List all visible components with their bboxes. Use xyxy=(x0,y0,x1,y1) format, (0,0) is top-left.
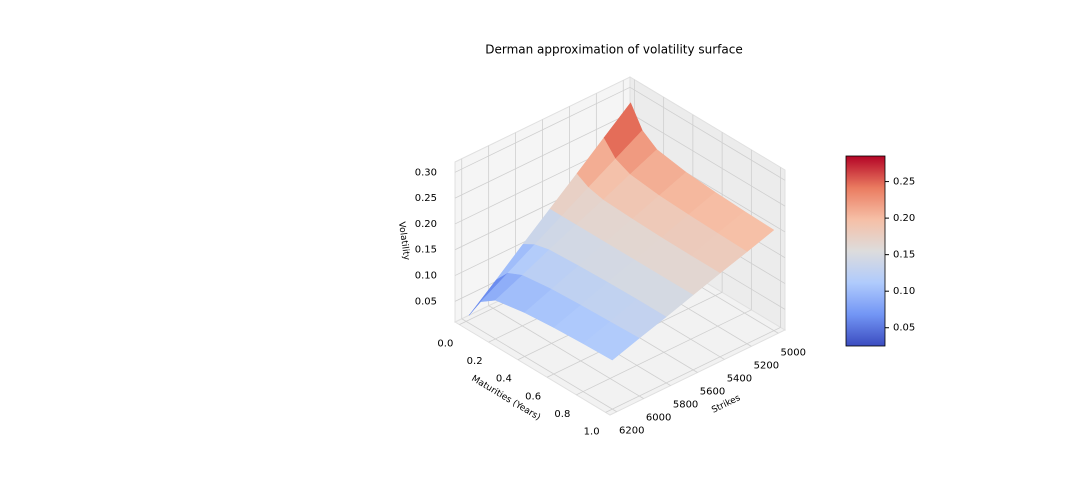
y-tick-label: 6000 xyxy=(646,413,671,424)
y-tick-label: 5000 xyxy=(781,347,806,358)
z-tick-label: 0.30 xyxy=(415,167,437,178)
z-tick-label: 0.10 xyxy=(415,271,437,282)
colorbar-tick-label: 0.25 xyxy=(893,177,915,188)
y-tick-label: 5800 xyxy=(673,400,698,411)
colorbar-tick-label: 0.15 xyxy=(893,250,915,261)
y-tick-label: 5200 xyxy=(754,360,779,371)
grid-line xyxy=(629,112,786,207)
x-tick-label: 0.6 xyxy=(525,391,541,402)
grid-line xyxy=(461,318,617,413)
colorbar-tick-label: 0.10 xyxy=(893,286,915,297)
z-tick-label: 0.25 xyxy=(415,193,437,204)
x-tick-label: 0.0 xyxy=(437,339,453,350)
y-tick-label: 5400 xyxy=(727,373,752,384)
x-tick-label: 0.4 xyxy=(496,374,512,385)
grid-line xyxy=(454,86,631,173)
x-tick-label: 0.2 xyxy=(467,356,483,367)
surface-patch xyxy=(582,321,640,361)
y-tick-label: 5600 xyxy=(700,387,725,398)
chart-title: Derman approximation of volatility surfa… xyxy=(485,43,743,57)
z-axis-label: Volatility xyxy=(396,221,411,262)
z-tick-label: 0.05 xyxy=(415,296,437,307)
grid-line xyxy=(488,305,644,399)
colorbar xyxy=(845,155,886,347)
grid-line xyxy=(629,86,786,181)
z-tick-label: 0.20 xyxy=(415,219,437,230)
grid-line xyxy=(454,112,631,199)
surface xyxy=(468,102,775,361)
colorbar-tick-label: 0.20 xyxy=(893,213,915,224)
colorbar-tick-label: 0.05 xyxy=(893,323,915,334)
y-tick-label: 6200 xyxy=(619,426,644,437)
x-tick-label: 1.0 xyxy=(584,426,600,437)
x-tick-label: 0.8 xyxy=(554,409,570,420)
z-tick-label: 0.15 xyxy=(415,245,437,256)
